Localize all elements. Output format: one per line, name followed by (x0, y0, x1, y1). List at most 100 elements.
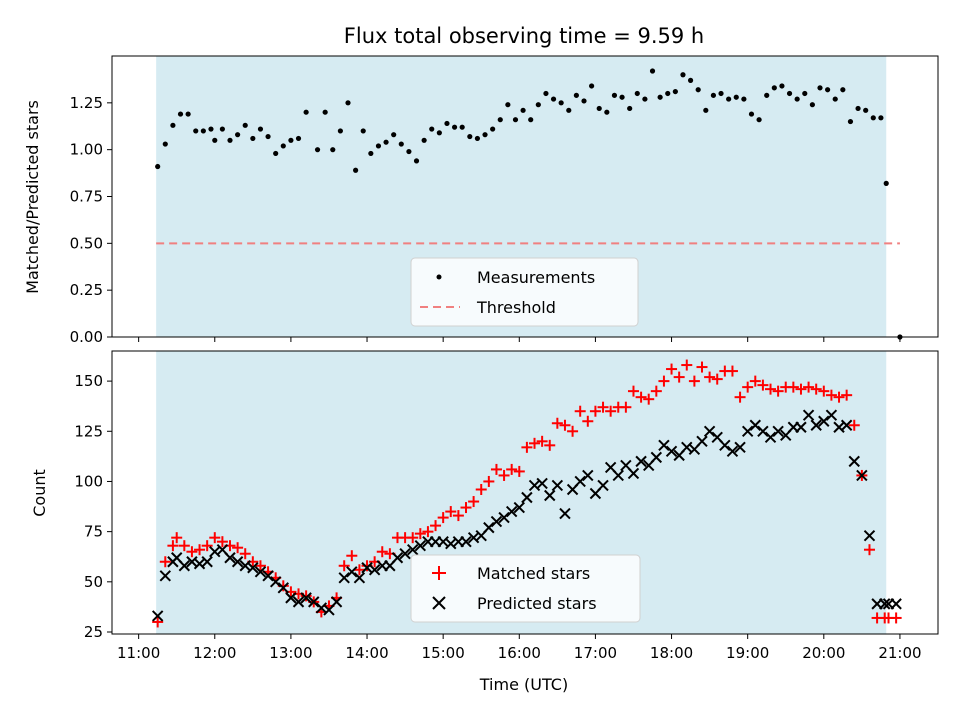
matched-star-point (152, 616, 164, 628)
predicted-star-point (308, 596, 320, 608)
measurement-point (257, 126, 264, 132)
measurement-point (280, 143, 286, 149)
matched-star-point (536, 435, 548, 447)
y-tick-label: 1.00 (70, 141, 103, 159)
matched-star-point (765, 383, 777, 395)
predicted-star-point (772, 425, 784, 437)
measurement-point (566, 107, 572, 113)
predicted-star-point (300, 592, 312, 604)
predicted-star-point (262, 570, 274, 582)
matched-star-point (490, 463, 502, 475)
measurement-point (771, 85, 777, 91)
measurement-point (809, 102, 815, 108)
matched-star-point (407, 532, 419, 544)
measurement-point (227, 137, 233, 143)
measurement-point (459, 124, 465, 130)
measurement-point (242, 122, 248, 128)
measurement-point (710, 92, 717, 98)
measurement-point (212, 137, 218, 143)
matched-star-point (475, 483, 487, 495)
measurement-point (444, 120, 450, 127)
measurement-point (581, 98, 587, 104)
predicted-star-point (498, 511, 510, 524)
measurement-point (482, 132, 488, 138)
measurement-point (535, 102, 541, 108)
measurement-point (208, 126, 214, 132)
matched-star-point (726, 365, 738, 377)
matched-star-point (582, 415, 594, 427)
matched-star-point (666, 363, 678, 375)
matched-star-point (254, 560, 266, 572)
predicted-star-point (521, 491, 533, 504)
measurement-point (627, 105, 633, 112)
matched-star-point (167, 540, 179, 552)
matched-star-point (498, 469, 510, 481)
matched-star-point (300, 590, 312, 602)
predicted-star-point (254, 566, 267, 578)
y-tick-label: 75 (84, 523, 103, 541)
measurement-point (847, 118, 854, 125)
matched-star-point (159, 556, 171, 568)
measurement-point (528, 117, 534, 123)
predicted-star-point (658, 439, 670, 452)
matched-star-point (483, 475, 495, 487)
x-tick-label: 19:00 (726, 644, 769, 662)
bottom-plot-frame (111, 350, 939, 635)
predicted-star-point (292, 596, 305, 608)
predicted-star-point (612, 469, 624, 482)
predicted-star-point (544, 489, 556, 502)
matched-star-point (704, 371, 716, 383)
matched-star-point (795, 383, 807, 395)
x-axis-label: Time (UTC) (479, 675, 568, 694)
matched-star-point (338, 560, 350, 572)
matched-star-point (544, 439, 556, 451)
matched-star-point (810, 383, 822, 395)
bottom-y-ticks: 25 50 75 100 125 150 (74, 372, 112, 641)
matched-star-point (353, 564, 365, 576)
matched-star-point (890, 612, 902, 624)
bottom-panel: 25 50 75 100 125 150 11:00 12:00 13:00 14:00 15:0… (30, 350, 939, 694)
measurement-point (802, 90, 808, 97)
measurement-point (634, 90, 640, 97)
measurement-point (794, 96, 800, 102)
matched-star-point (848, 419, 860, 431)
matched-star-point (460, 502, 472, 514)
predicted-stars-series (151, 409, 902, 622)
measurement-point (391, 132, 397, 138)
predicted-star-point (460, 535, 472, 548)
predicted-star-point (353, 572, 366, 584)
matched-stars-series (152, 359, 902, 628)
matched-star-point (772, 385, 784, 397)
predicted-star-point (231, 556, 244, 568)
measurement-point (303, 109, 309, 115)
measurement-point (383, 139, 389, 145)
matched-star-point (658, 375, 670, 387)
matched-star-point (643, 393, 655, 405)
measurement-point (680, 72, 686, 78)
predicted-star-point (863, 529, 876, 542)
predicted-star-point (338, 572, 350, 584)
measurement-point (863, 107, 869, 113)
measurement-point (611, 92, 618, 98)
predicted-star-point (391, 552, 404, 564)
matched-star-point (673, 371, 685, 383)
measurement-point (657, 94, 663, 100)
x-tick-label: 20:00 (802, 644, 845, 662)
measurement-point (703, 107, 709, 113)
matched-star-point (201, 540, 213, 552)
predicted-star-point (757, 425, 769, 437)
matched-star-point (597, 401, 609, 413)
measurement-point (219, 126, 225, 132)
predicted-star-point (719, 439, 731, 452)
chart-title: Flux total observing time = 9.59 h (344, 24, 704, 48)
measurement-point (177, 111, 184, 117)
y-tick-label: 0.00 (70, 328, 103, 346)
measurement-point (573, 92, 579, 98)
measurement-point (337, 128, 343, 134)
y-tick-label: 50 (84, 573, 103, 591)
y-tick-label: 1.25 (70, 94, 103, 112)
matched-star-point (711, 373, 723, 385)
predicted-star-point (159, 570, 171, 582)
legend-predicted-label: Predicted stars (477, 594, 597, 613)
